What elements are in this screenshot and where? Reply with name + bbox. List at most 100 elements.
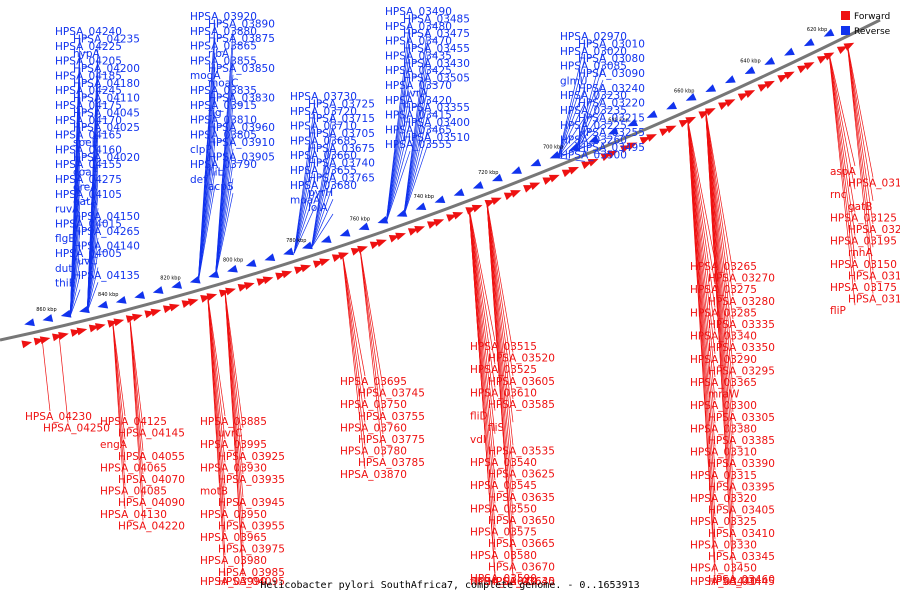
forward-gene-label: HPSA_03210 (848, 224, 900, 236)
forward-gene-label: HPSA_03520 (488, 353, 555, 365)
reverse-feature (245, 259, 257, 267)
forward-gene-label: HPSA_03390 (708, 458, 775, 470)
forward-gene-label: HPSA_03345 (708, 551, 775, 563)
reverse-connector-line (403, 128, 429, 217)
reverse-gene-label: HPSA_03490 (385, 6, 452, 18)
reverse-gene-label: tig (208, 107, 222, 119)
forward-gene-label: HPSA_04065 (100, 462, 167, 474)
reverse-gene-label: HPSA_03890 (208, 18, 275, 30)
forward-feature (131, 313, 143, 322)
reverse-gene-label: HPSA_03835 (190, 85, 257, 97)
forward-connector-line (687, 118, 716, 378)
reverse-gene-label: HPSA_03510 (403, 132, 470, 144)
forward-feature (698, 111, 710, 119)
reverse-gene-label: HPSA_03370 (385, 80, 452, 92)
forward-gene-label: HPSA_03310 (690, 447, 757, 459)
reverse-connector-line (69, 259, 81, 317)
forward-feature (243, 282, 255, 290)
reverse-feature (764, 57, 776, 65)
reverse-gene-label: HPSA_04160 (55, 144, 122, 156)
forward-gene-label: HPSA_03320 (690, 493, 757, 505)
reverse-feature (283, 247, 294, 256)
forward-feature (433, 219, 445, 227)
reverse-gene-label: HPSA_03085 (560, 61, 627, 73)
reverse-gene-label: HPSA_04005 (55, 248, 122, 260)
forward-gene-label: mraW (708, 389, 740, 401)
forward-connector-line (828, 53, 856, 213)
reverse-gene-label: dut (55, 263, 72, 275)
forward-gene-label: HPSA_03625 (488, 469, 555, 481)
reverse-connector-line (86, 267, 99, 312)
forward-feature (646, 134, 657, 142)
forward-feature (548, 174, 560, 183)
reverse-gene-label: HPSA_03555 (385, 139, 452, 151)
reverse-feature (396, 209, 408, 217)
forward-connector-line (342, 253, 366, 446)
forward-gene-label: HPSA_03305 (708, 412, 775, 424)
reverse-gene-label: HPSA_04135 (73, 270, 140, 282)
forward-connector-line (486, 201, 514, 353)
forward-feature (620, 145, 631, 153)
reverse-gene-label: HPSA_04045 (73, 107, 140, 119)
kbp-tick-label: 700 kbp (543, 144, 563, 150)
forward-feature (414, 225, 426, 234)
reverse-gene-label: HPSA_03255 (578, 127, 645, 139)
forward-feature (529, 182, 541, 191)
reverse-gene-label: HPSA_04225 (55, 41, 122, 53)
forward-feature (777, 74, 789, 83)
forward-gene-label: HPSA_03460 (708, 574, 775, 586)
reverse-feature (60, 309, 72, 318)
forward-gene-label: HPSA_03965 (200, 532, 267, 544)
reverse-connector-line (293, 176, 316, 254)
forward-gene-label: HPSA_03990 (200, 576, 267, 588)
reverse-gene-label: HPSA_03865 (190, 41, 257, 53)
reverse-connector-line (311, 169, 334, 248)
forward-connector-line (486, 201, 514, 423)
reverse-gene-label: HPSA_03470 (385, 36, 452, 48)
forward-connector-line (207, 295, 226, 417)
forward-connector-line (828, 53, 856, 259)
reverse-gene-label: flgE (55, 233, 75, 245)
reverse-gene-label: HPSA_03915 (190, 100, 257, 112)
forward-feature (187, 298, 199, 307)
forward-gene-label: HPSA_03785 (358, 457, 425, 469)
reverse-feature (79, 305, 90, 314)
forward-connector-line (468, 208, 496, 434)
reverse-gene-label: moaA (290, 195, 321, 207)
forward-connector-line (828, 53, 856, 306)
forward-feature (376, 239, 387, 247)
forward-feature (607, 150, 618, 159)
reverse-connector-line (311, 199, 334, 248)
kbp-tick-label: 860 kbp (36, 307, 56, 313)
forward-feature (783, 71, 795, 80)
reverse-gene-label: HPSA_03425 (385, 65, 452, 77)
forward-gene-label: rnc (830, 189, 847, 201)
reverse-gene-label: HPSA_04205 (55, 56, 122, 68)
reverse-connector-line (385, 106, 411, 223)
reverse-feature (588, 135, 600, 143)
reverse-gene-label: clpP (190, 144, 212, 156)
forward-gene-label: HPSA_03280 (708, 296, 775, 308)
reverse-connector-line (385, 91, 411, 223)
forward-feature (626, 142, 638, 151)
reverse-gene-label: thiE (55, 278, 75, 290)
reverse-feature (491, 173, 503, 182)
reverse-gene-label: HPSA_04265 (73, 226, 140, 238)
reverse-gene-label: greA (73, 181, 98, 193)
forward-feature (169, 303, 180, 312)
forward-gene-label: HPSA_03945 (218, 497, 285, 509)
forward-feature (823, 52, 835, 61)
forward-gene-label: HPSA_03545 (470, 480, 537, 492)
forward-gene-label: gatB (848, 201, 872, 213)
forward-connector-line (207, 295, 226, 463)
reverse-connector-line (69, 245, 81, 317)
reverse-connector-line (575, 79, 604, 151)
forward-connector-line (828, 53, 856, 190)
forward-feature (704, 108, 716, 116)
forward-gene-label: HPSA_03335 (708, 319, 775, 331)
forward-connector-line (342, 253, 366, 469)
reverse-gene-label: HPSA_03020 (560, 46, 627, 58)
reverse-connector-line (86, 222, 99, 312)
forward-feature (724, 99, 736, 107)
reverse-connector-line (557, 102, 586, 159)
